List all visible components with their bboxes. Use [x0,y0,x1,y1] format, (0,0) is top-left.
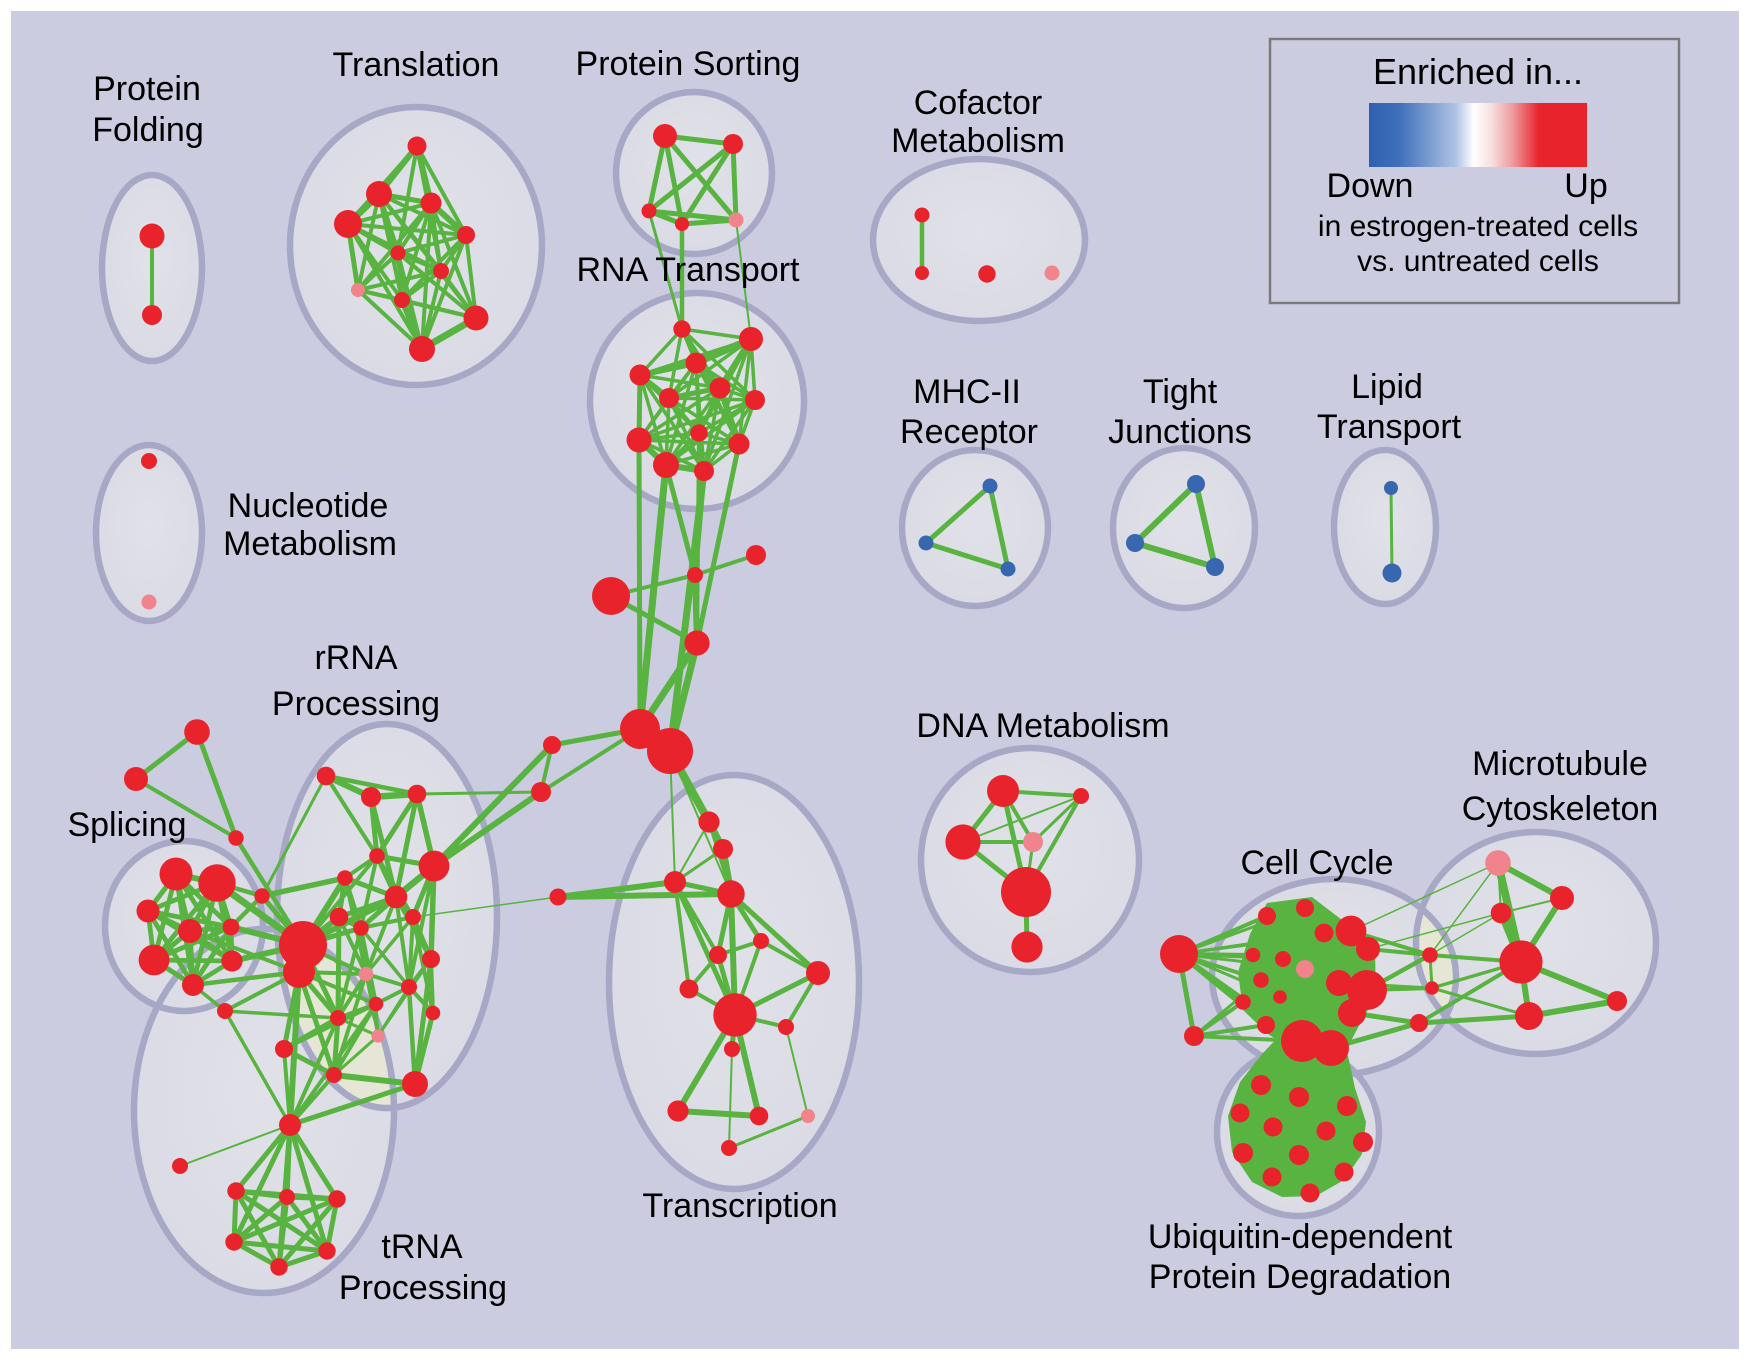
svg-text:Receptor: Receptor [900,413,1038,451]
svg-text:Metabolism: Metabolism [891,122,1065,160]
svg-text:Cofactor: Cofactor [914,84,1043,122]
svg-text:Cell Cycle: Cell Cycle [1240,844,1393,882]
svg-text:Transport: Transport [1317,408,1462,446]
svg-text:Processing: Processing [272,685,440,723]
svg-text:Microtubule: Microtubule [1472,745,1648,783]
svg-text:Protein: Protein [93,70,201,108]
svg-text:tRNA: tRNA [381,1228,463,1266]
svg-text:Ubiquitin-dependent: Ubiquitin-dependent [1148,1218,1453,1256]
svg-text:Translation: Translation [333,46,500,84]
svg-text:Protein Degradation: Protein Degradation [1149,1258,1451,1296]
svg-text:Tight: Tight [1143,373,1218,411]
svg-text:Lipid: Lipid [1351,368,1423,406]
svg-text:Protein Sorting: Protein Sorting [576,45,801,83]
svg-text:Junctions: Junctions [1108,413,1252,451]
svg-text:rRNA: rRNA [314,639,397,677]
svg-text:Up: Up [1564,167,1607,205]
svg-text:RNA Transport: RNA Transport [577,251,801,289]
svg-text:DNA Metabolism: DNA Metabolism [916,707,1169,745]
svg-text:Enriched in...: Enriched in... [1373,51,1583,92]
svg-text:Processing: Processing [339,1269,507,1307]
svg-text:Metabolism: Metabolism [223,525,397,563]
svg-text:MHC-II: MHC-II [913,373,1021,411]
svg-text:vs. untreated cells: vs. untreated cells [1357,245,1599,278]
svg-text:Nucleotide: Nucleotide [228,487,389,525]
svg-text:Cytoskeleton: Cytoskeleton [1462,790,1659,828]
svg-text:Transcription: Transcription [642,1187,837,1225]
svg-text:in estrogen-treated cells: in estrogen-treated cells [1318,210,1638,243]
svg-text:Folding: Folding [92,111,204,149]
svg-text:Splicing: Splicing [67,806,186,844]
svg-text:Down: Down [1327,167,1414,205]
